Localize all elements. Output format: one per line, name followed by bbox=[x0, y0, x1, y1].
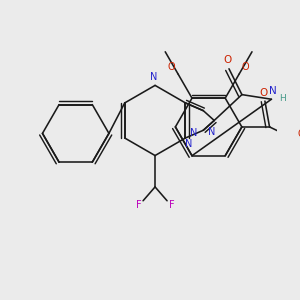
Text: N: N bbox=[190, 128, 197, 138]
Text: O: O bbox=[242, 62, 249, 72]
Text: F: F bbox=[169, 200, 175, 210]
Text: O: O bbox=[168, 62, 176, 72]
Text: N: N bbox=[185, 140, 193, 149]
Text: O: O bbox=[297, 129, 300, 139]
Text: H: H bbox=[279, 94, 286, 103]
Text: O: O bbox=[259, 88, 267, 98]
Text: N: N bbox=[269, 86, 277, 96]
Text: N: N bbox=[149, 72, 157, 82]
Text: F: F bbox=[136, 200, 141, 210]
Text: O: O bbox=[223, 56, 231, 65]
Text: N: N bbox=[208, 127, 215, 137]
